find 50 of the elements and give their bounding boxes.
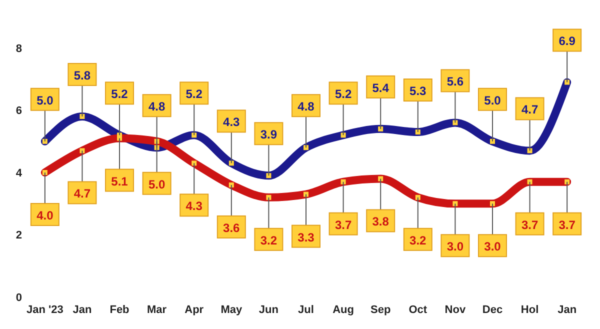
x-tick-label: Sep xyxy=(370,304,391,316)
x-tick-label: Jul xyxy=(298,304,314,316)
data-label: 3.9 xyxy=(260,128,278,142)
data-label: 3.8 xyxy=(372,214,390,229)
x-tick-label: Mar xyxy=(147,304,168,316)
data-label: 5.4 xyxy=(372,80,390,95)
data-label: 5.0 xyxy=(36,93,54,108)
data-label: 4.8 xyxy=(148,100,166,114)
x-tick-label: Dec xyxy=(482,304,503,316)
data-label: 3.7 xyxy=(521,218,538,232)
y-tick-label: 6 xyxy=(16,105,22,118)
data-label: 4.0 xyxy=(36,208,54,222)
data-label: 3.0 xyxy=(446,240,464,254)
data-label: 5.1 xyxy=(111,174,128,188)
x-tick-label: Nov xyxy=(444,304,466,316)
data-label: 3.2 xyxy=(410,233,427,248)
x-tick-label: Aug xyxy=(332,304,354,316)
data-label: 3.6 xyxy=(223,220,240,235)
data-label: 4.7 xyxy=(74,186,91,201)
y-tick-label: 2 xyxy=(16,230,22,242)
data-label: 5.3 xyxy=(410,84,427,98)
data-label: 5.8 xyxy=(74,68,91,82)
x-tick-label: May xyxy=(220,304,243,316)
x-tick-label: Jan xyxy=(558,304,577,316)
x-tick-label: Jan '23 xyxy=(26,304,64,316)
data-label: 5.0 xyxy=(484,93,502,108)
y-tick-label: 4 xyxy=(16,167,23,180)
x-tick-label: Hol xyxy=(520,304,539,316)
data-label: 3.2 xyxy=(260,233,278,248)
data-label: 5.6 xyxy=(446,74,464,89)
y-tick-label: 0 xyxy=(16,292,22,304)
data-label: 5.2 xyxy=(111,87,128,102)
x-tick-label: Jun xyxy=(258,304,279,316)
data-label: 5.0 xyxy=(148,177,166,192)
data-label: 5.2 xyxy=(186,87,203,102)
data-label: 5.2 xyxy=(334,87,352,102)
data-label: 3.0 xyxy=(484,240,502,254)
x-tick-label: Apr xyxy=(184,304,204,316)
data-label: 6.9 xyxy=(558,34,576,48)
x-tick-label: Oct xyxy=(408,304,428,316)
data-label: 4.7 xyxy=(521,102,538,117)
x-tick-label: Feb xyxy=(110,304,130,316)
data-label: 3.3 xyxy=(298,230,315,244)
data-label: 4.3 xyxy=(186,199,203,214)
data-label: 3.7 xyxy=(558,218,576,232)
data-label: 3.7 xyxy=(334,218,352,232)
x-tick-label: Jan xyxy=(72,304,92,316)
data-label: 4.8 xyxy=(298,100,315,114)
y-tick-label: 8 xyxy=(16,42,22,55)
data-label: 4.3 xyxy=(223,115,240,130)
